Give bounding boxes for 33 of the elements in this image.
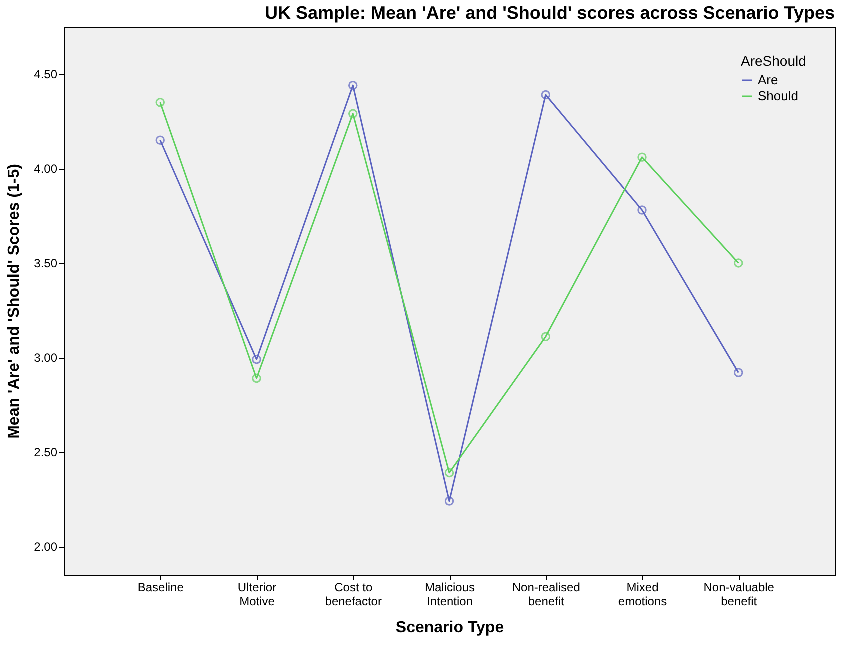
point (156, 98, 165, 108)
x-tick-label: Ulterior Motive (238, 580, 277, 608)
legend-label: Should (758, 88, 798, 104)
y-tick-label: 4.50 (34, 68, 58, 82)
point (638, 152, 647, 162)
point (734, 258, 744, 268)
y-tick-label: 2.50 (34, 446, 58, 460)
x-tick-label: Mixed emotions (618, 580, 668, 608)
legend-title: AreShould (741, 53, 806, 69)
y-tick-label: 4.00 (34, 162, 58, 176)
point (638, 206, 647, 215)
y-tick-label: 3.00 (34, 351, 58, 366)
legend-label: Are (758, 72, 778, 88)
point (541, 332, 550, 342)
x-tick-label: Non-realised benefit (512, 580, 580, 608)
y-tick-label: 2.00 (34, 540, 58, 554)
x-tick-label: Cost to benefactor (325, 580, 382, 608)
point (252, 374, 262, 384)
y-tick-label: 3.50 (34, 256, 58, 271)
point (348, 80, 358, 90)
x-tick-label: Non-valuable benefit (704, 580, 775, 608)
point (156, 136, 165, 145)
point (541, 90, 550, 100)
x-tick-label: Malicious Intention (424, 580, 476, 608)
x-tick-label: Baseline (138, 580, 184, 594)
chart-title: UK Sample: Mean 'Are' and 'Should' scores across Scenario Types (265, 3, 835, 23)
point (348, 109, 358, 119)
point (444, 468, 454, 478)
point (252, 354, 262, 364)
point (734, 368, 744, 378)
y-axis-title: Mean 'Are' and 'Should' Scores (1-5) (6, 164, 24, 439)
x-axis-title: Scenario Type (396, 620, 504, 636)
point (444, 496, 454, 506)
